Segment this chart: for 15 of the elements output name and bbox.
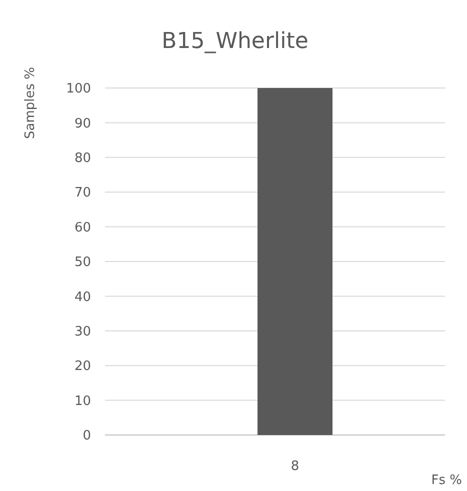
y-tick-label: 60 xyxy=(74,220,91,236)
y-tick-label: 40 xyxy=(74,290,91,305)
y-axis-title: Samples % xyxy=(23,66,38,140)
x-tick-label: 8 xyxy=(290,459,300,474)
y-tick-label: 100 xyxy=(66,82,91,97)
y-tick-label: 30 xyxy=(74,324,91,340)
y-tick-label: 50 xyxy=(74,255,91,270)
y-tick-label: 10 xyxy=(74,394,91,409)
y-tick-label: 0 xyxy=(82,428,91,444)
y-tick-label: 80 xyxy=(74,150,91,166)
x-axis-title: Fs % xyxy=(431,473,462,488)
y-tick-label: 90 xyxy=(74,116,91,132)
chart-title: B15_Wherlite xyxy=(162,29,308,54)
y-tick-label: 20 xyxy=(74,359,91,374)
y-tick-label: 70 xyxy=(74,186,91,201)
